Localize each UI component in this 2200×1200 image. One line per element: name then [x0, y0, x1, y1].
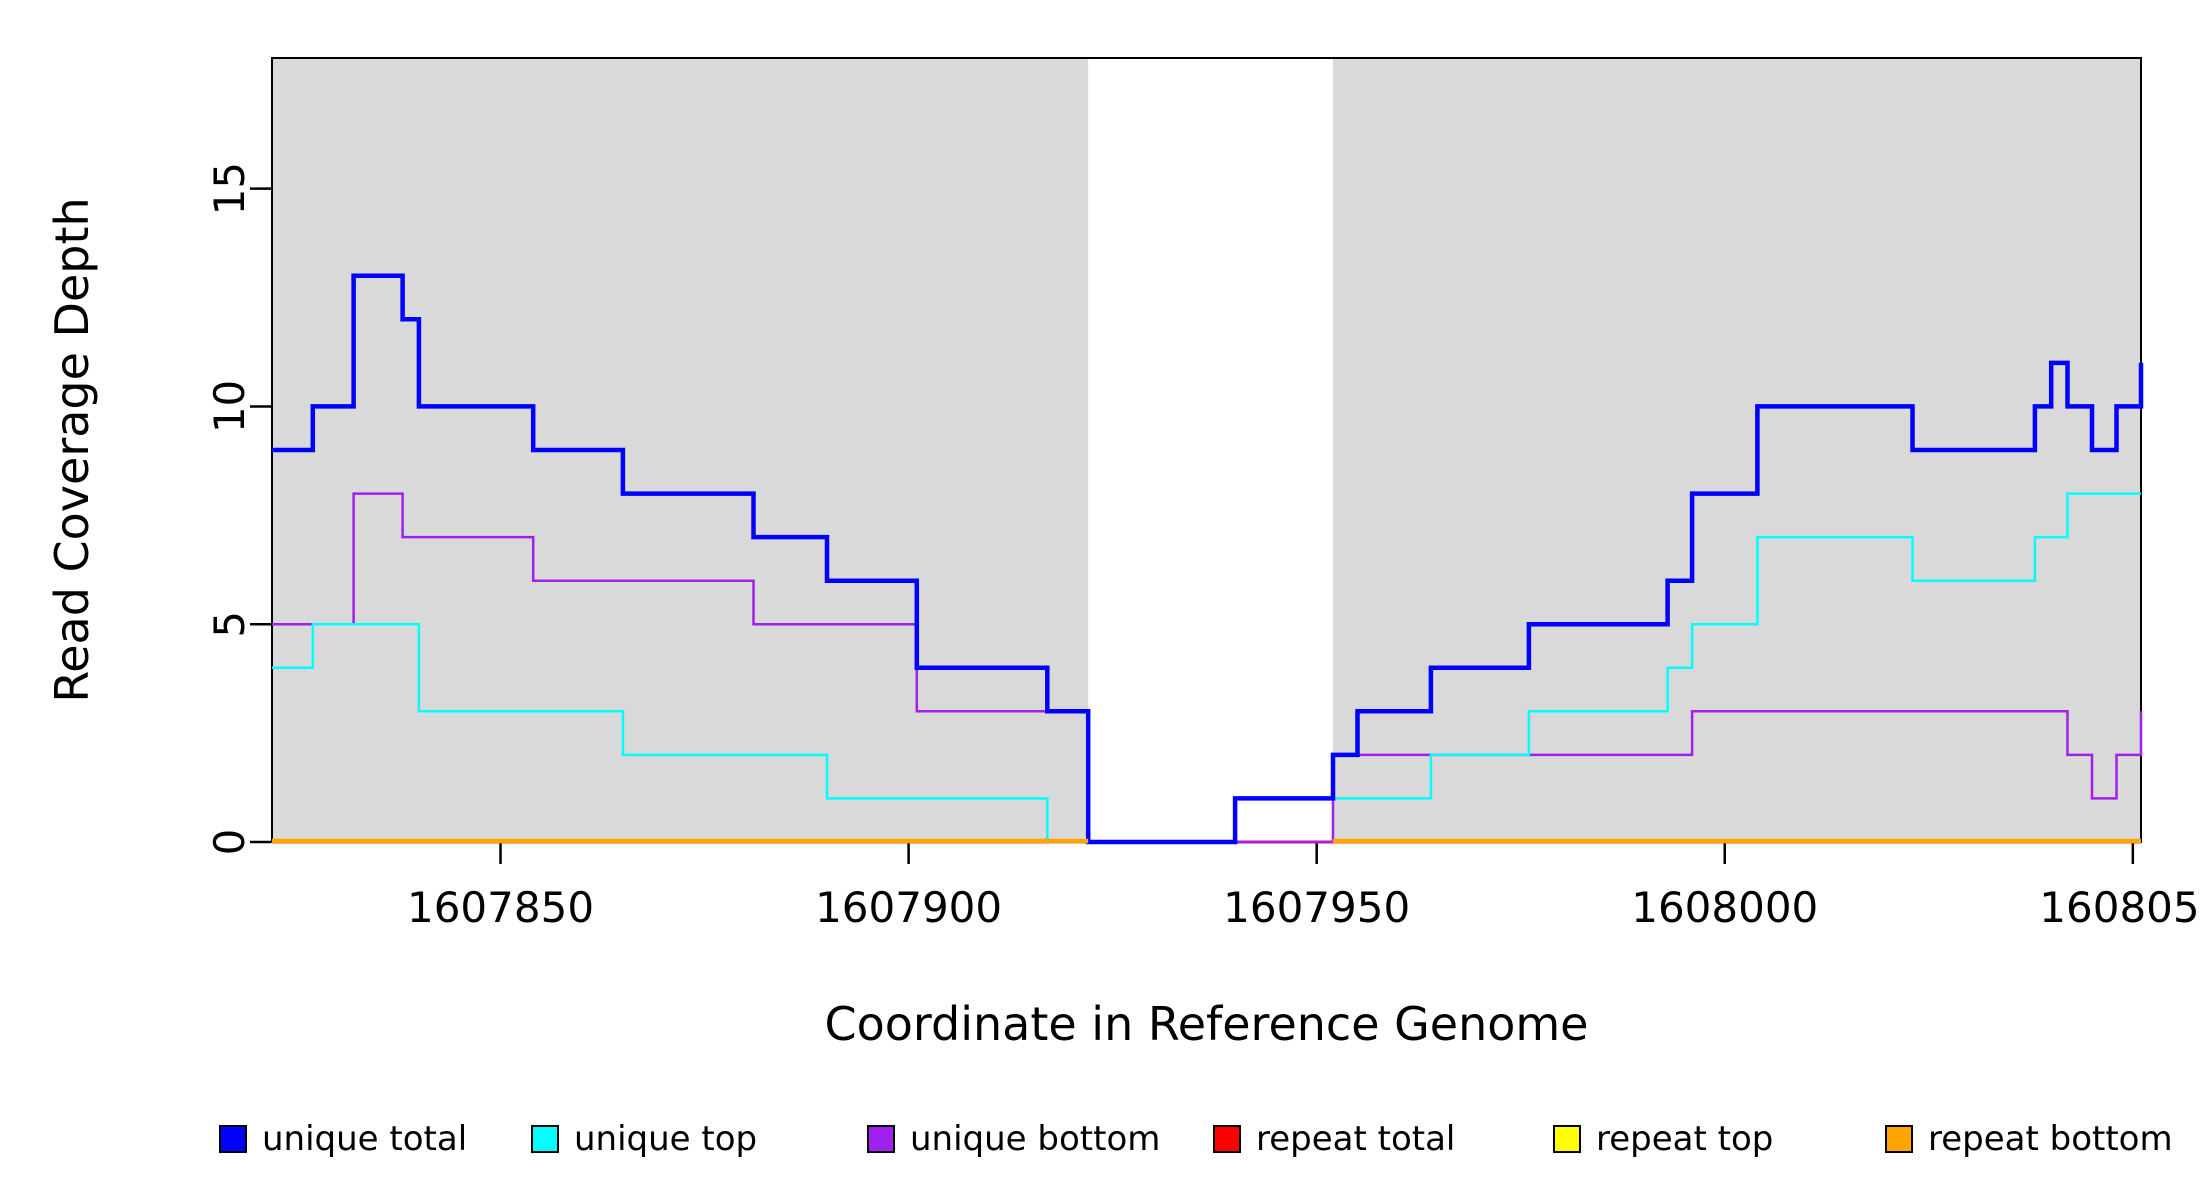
y-axis-title: Read Coverage Depth	[45, 197, 99, 702]
legend-swatch-unique-bottom	[867, 1125, 895, 1153]
legend-swatch-unique-total	[219, 1125, 247, 1153]
series-unique-total-line	[272, 273, 2144, 845]
x-axis-tick-label: 1607950	[1223, 883, 1410, 932]
legend-swatch-unique-top	[531, 1125, 559, 1153]
legend-label-repeat-bottom: repeat bottom	[1928, 1119, 2173, 1159]
y-axis-tick-label: 10	[205, 380, 254, 433]
x-axis-title: Coordinate in Reference Genome	[825, 997, 1589, 1051]
unique-region-left-shading	[272, 58, 1089, 842]
legend-label-unique-total: unique total	[262, 1119, 467, 1159]
y-axis-tick-label: 15	[205, 162, 254, 215]
y-axis-tick-label: 0	[205, 829, 254, 856]
x-axis-tick-label: 1608000	[1631, 883, 1818, 932]
legend-swatch-repeat-bottom	[1885, 1125, 1913, 1153]
legend-swatch-repeat-total	[1213, 1125, 1241, 1153]
legend-label-repeat-top: repeat top	[1596, 1119, 1773, 1159]
x-axis-tick-label: 1607900	[815, 883, 1002, 932]
legend-label-repeat-total: repeat total	[1256, 1119, 1455, 1159]
legend-label-unique-top: unique top	[574, 1119, 757, 1159]
legend-label-unique-bottom: unique bottom	[910, 1119, 1160, 1159]
x-axis-tick-label: 1607850	[407, 883, 594, 932]
y-axis-tick-label: 5	[205, 611, 254, 638]
legend-swatch-repeat-top	[1553, 1125, 1581, 1153]
series-unique-top-line	[272, 492, 2141, 844]
